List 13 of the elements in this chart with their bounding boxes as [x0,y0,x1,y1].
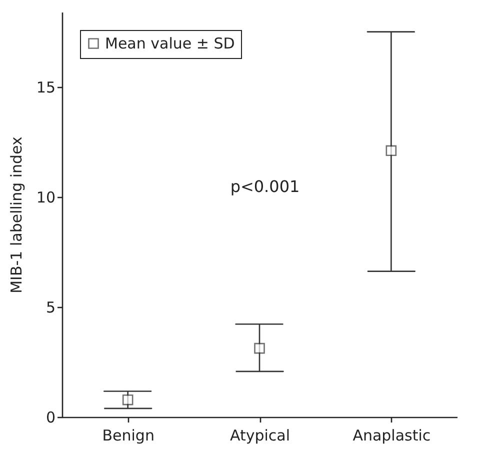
y-tick-label: 0 [46,408,56,426]
x-tick-label: Atypical [230,426,290,444]
x-tick-label: Benign [102,426,154,444]
point [254,342,265,354]
annotation: p<0.001 [230,177,300,196]
y-tick-label: 10 [36,188,56,206]
y-tick-label: 15 [36,78,56,96]
x-tick-label: Anaplastic [352,426,431,444]
point [122,394,134,406]
y-axis-title: MIB-1 labelling index [7,136,26,294]
point [386,145,397,156]
y-tick-label: 5 [46,298,56,316]
legend-label: Mean value ± SD [105,34,235,52]
